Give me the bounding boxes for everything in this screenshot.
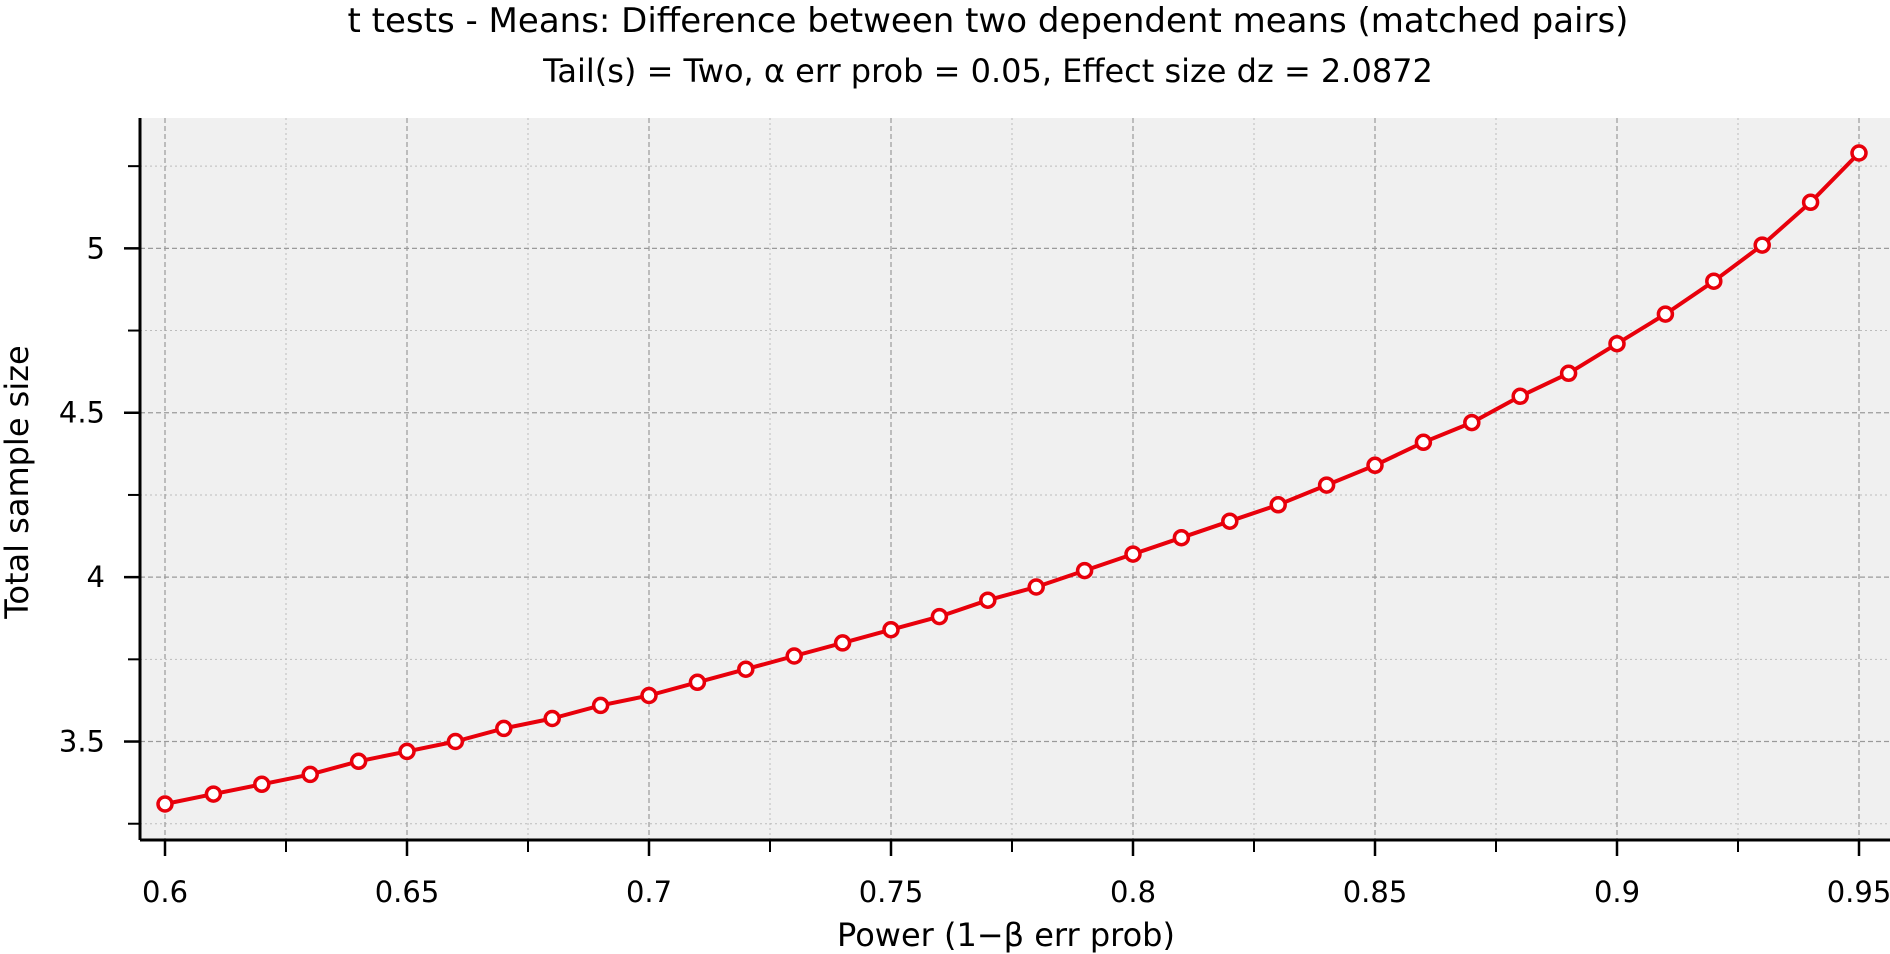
chart-title: t tests - Means: Difference between two … bbox=[348, 1, 1629, 41]
data-point bbox=[349, 752, 368, 771]
data-point bbox=[1317, 476, 1336, 494]
data-point bbox=[640, 686, 658, 705]
y-tick-label: 5 bbox=[87, 231, 105, 265]
y-axis-label: Total sample size bbox=[0, 345, 36, 619]
data-point bbox=[1656, 305, 1675, 323]
data-point bbox=[979, 591, 997, 609]
data-point bbox=[1511, 387, 1529, 406]
y-axis-ticks: 3.5 4 4.5 5 bbox=[59, 165, 140, 825]
data-point bbox=[1463, 413, 1481, 432]
data-point bbox=[1124, 545, 1142, 563]
data-point bbox=[495, 719, 513, 738]
data-point bbox=[1269, 496, 1287, 514]
x-tick-label: 0.6 bbox=[142, 875, 188, 909]
minor-grid bbox=[140, 118, 1890, 840]
data-point bbox=[1705, 272, 1723, 290]
data-point bbox=[833, 634, 852, 652]
data-point bbox=[930, 607, 949, 626]
series-points bbox=[156, 144, 1868, 813]
y-tick-label: 4.5 bbox=[59, 396, 105, 430]
data-point bbox=[688, 673, 707, 692]
x-tick-label: 0.95 bbox=[1827, 875, 1890, 909]
data-point bbox=[591, 696, 610, 715]
data-point bbox=[1172, 528, 1191, 547]
plot-area bbox=[140, 118, 1890, 840]
x-tick-label: 0.7 bbox=[626, 875, 672, 909]
data-point bbox=[301, 765, 319, 784]
x-tick-label: 0.75 bbox=[859, 875, 924, 909]
x-tick-label: 0.85 bbox=[1343, 875, 1408, 909]
data-point bbox=[1559, 364, 1578, 383]
data-point bbox=[1366, 456, 1384, 475]
data-point bbox=[446, 732, 465, 751]
data-point bbox=[1221, 512, 1239, 530]
y-tick-label: 3.5 bbox=[59, 725, 105, 759]
data-point bbox=[1414, 433, 1433, 452]
data-point bbox=[882, 620, 900, 639]
data-point bbox=[156, 795, 174, 813]
data-point bbox=[253, 775, 271, 794]
data-point bbox=[543, 709, 561, 728]
y-tick-label: 4 bbox=[87, 560, 105, 594]
data-point bbox=[1850, 144, 1868, 162]
data-point bbox=[1608, 334, 1626, 353]
data-point bbox=[1753, 236, 1771, 254]
data-point bbox=[204, 785, 223, 803]
data-point bbox=[398, 742, 416, 761]
major-grid bbox=[140, 118, 1890, 840]
x-axis-label: Power (1−β err prob) bbox=[837, 916, 1175, 954]
data-point bbox=[785, 647, 803, 665]
x-axis-ticks: 0.6 0.65 0.7 0.75 0.8 0.85 0.9 0.95 bbox=[142, 840, 1890, 909]
data-point bbox=[1027, 578, 1045, 596]
data-point bbox=[737, 660, 755, 678]
x-tick-label: 0.9 bbox=[1594, 875, 1640, 909]
data-point bbox=[1075, 561, 1094, 580]
chart-subtitle: Tail(s) = Two, α err prob = 0.05, Effect… bbox=[542, 52, 1433, 90]
x-tick-label: 0.65 bbox=[375, 875, 440, 909]
x-tick-label: 0.8 bbox=[1110, 875, 1156, 909]
data-point bbox=[1801, 193, 1820, 212]
